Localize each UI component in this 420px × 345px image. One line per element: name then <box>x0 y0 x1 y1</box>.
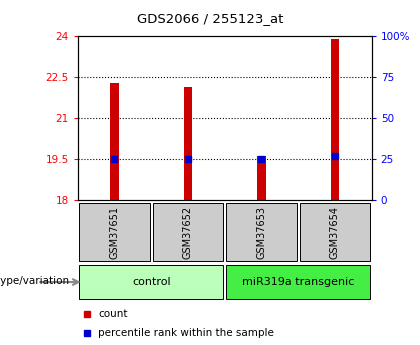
Text: GSM37654: GSM37654 <box>330 206 340 258</box>
Bar <box>184 87 192 200</box>
Text: miR319a transgenic: miR319a transgenic <box>242 277 354 287</box>
Bar <box>79 265 223 299</box>
Text: GDS2066 / 255123_at: GDS2066 / 255123_at <box>137 12 283 25</box>
Text: GSM37651: GSM37651 <box>110 206 119 258</box>
Bar <box>300 203 370 261</box>
Text: percentile rank within the sample: percentile rank within the sample <box>98 328 274 338</box>
Text: genotype/variation: genotype/variation <box>0 276 69 286</box>
Bar <box>257 156 266 200</box>
Bar <box>226 203 297 261</box>
Text: GSM37653: GSM37653 <box>257 206 266 258</box>
Bar <box>153 203 223 261</box>
Bar <box>110 83 119 200</box>
Text: count: count <box>98 309 128 319</box>
Text: GSM37652: GSM37652 <box>183 206 193 258</box>
Bar <box>331 39 339 200</box>
Bar <box>226 265 370 299</box>
Bar <box>79 203 150 261</box>
Text: control: control <box>132 277 171 287</box>
